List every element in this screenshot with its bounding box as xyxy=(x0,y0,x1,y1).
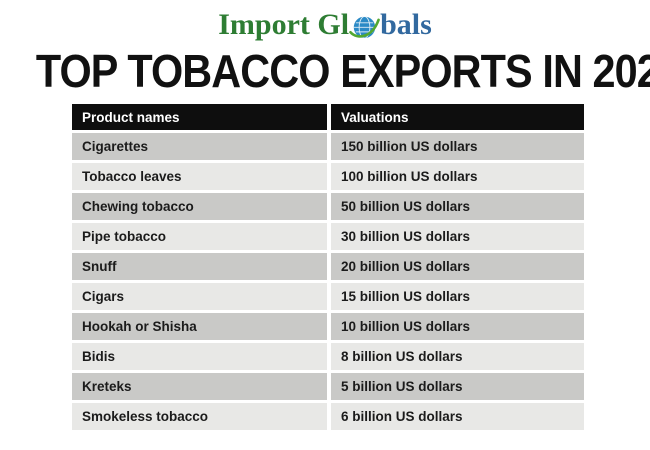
table-row: Chewing tobacco 50 billion US dollars xyxy=(72,193,584,220)
product-cell: Hookah or Shisha xyxy=(72,313,327,340)
table-row: Bidis 8 billion US dollars xyxy=(72,343,584,370)
valuation-cell: 8 billion US dollars xyxy=(331,343,584,370)
valuation-cell: 10 billion US dollars xyxy=(331,313,584,340)
valuation-cell: 50 billion US dollars xyxy=(331,193,584,220)
table-row: Hookah or Shisha 10 billion US dollars xyxy=(72,313,584,340)
logo-text-left: Import Gl xyxy=(218,7,350,41)
logo-text-right: bals xyxy=(380,7,432,41)
header-product-names: Product names xyxy=(72,104,327,130)
table-row: Smokeless tobacco 6 billion US dollars xyxy=(72,403,584,430)
valuation-cell: 15 billion US dollars xyxy=(331,283,584,310)
valuation-cell: 100 billion US dollars xyxy=(331,163,584,190)
valuation-cell: 5 billion US dollars xyxy=(331,373,584,400)
header-valuations: Valuations xyxy=(331,104,584,130)
logo: Import Gl bals xyxy=(0,8,650,41)
valuation-cell: 6 billion US dollars xyxy=(331,403,584,430)
table-row: Kreteks 5 billion US dollars xyxy=(72,373,584,400)
table-row: Cigarettes 150 billion US dollars xyxy=(72,133,584,160)
valuation-cell: 30 billion US dollars xyxy=(331,223,584,250)
product-cell: Cigars xyxy=(72,283,327,310)
table-header-row: Product names Valuations xyxy=(72,104,584,130)
product-cell: Cigarettes xyxy=(72,133,327,160)
page-title-wrap: TOP TOBACCO EXPORTS IN 2023 xyxy=(0,44,650,98)
product-cell: Pipe tobacco xyxy=(72,223,327,250)
exports-table: Product names Valuations Cigarettes 150 … xyxy=(72,104,584,430)
product-cell: Chewing tobacco xyxy=(72,193,327,220)
valuation-cell: 150 billion US dollars xyxy=(331,133,584,160)
table-row: Tobacco leaves 100 billion US dollars xyxy=(72,163,584,190)
table-row: Cigars 15 billion US dollars xyxy=(72,283,584,310)
globe-icon xyxy=(348,10,381,43)
page-title: TOP TOBACCO EXPORTS IN 2023 xyxy=(35,45,650,97)
logo-wordmark: Import Gl bals xyxy=(218,8,432,41)
product-cell: Kreteks xyxy=(72,373,327,400)
product-cell: Bidis xyxy=(72,343,327,370)
product-cell: Tobacco leaves xyxy=(72,163,327,190)
valuation-cell: 20 billion US dollars xyxy=(331,253,584,280)
table-body: Cigarettes 150 billion US dollars Tobacc… xyxy=(72,133,584,430)
table-row: Snuff 20 billion US dollars xyxy=(72,253,584,280)
product-cell: Smokeless tobacco xyxy=(72,403,327,430)
table-row: Pipe tobacco 30 billion US dollars xyxy=(72,223,584,250)
product-cell: Snuff xyxy=(72,253,327,280)
